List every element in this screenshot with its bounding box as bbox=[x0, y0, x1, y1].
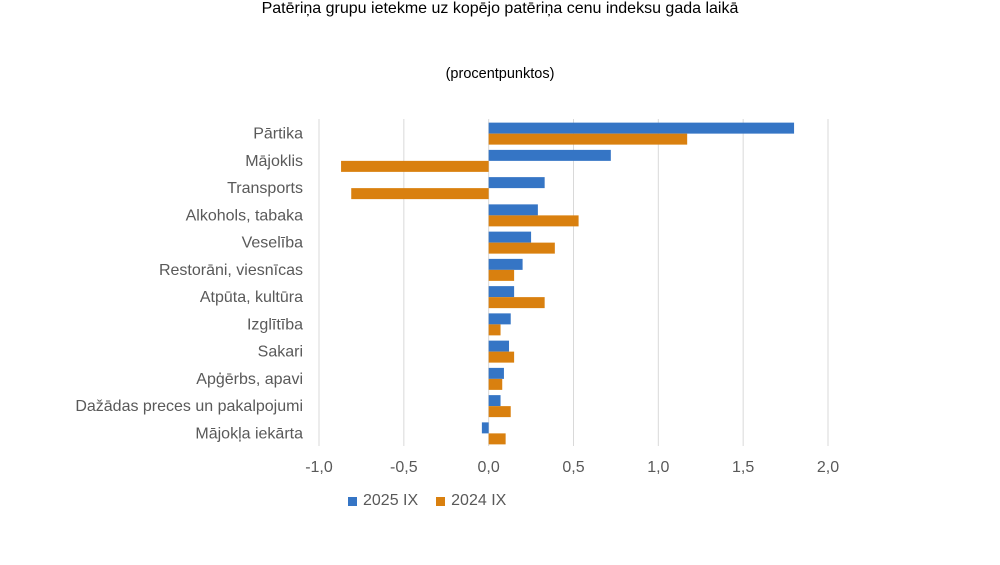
category-label: Transports bbox=[227, 180, 303, 197]
bar bbox=[341, 160, 489, 172]
category-label: Dažādas preces un pakalpojumi bbox=[75, 398, 303, 415]
bar bbox=[481, 422, 489, 434]
bar bbox=[488, 395, 501, 407]
category-label: Mājokļa iekārta bbox=[195, 425, 303, 442]
x-tick-label: 0,5 bbox=[562, 459, 584, 476]
legend: 2025 IX 2024 IX bbox=[348, 492, 524, 510]
chart-subtitle: (procentpunktos) bbox=[445, 66, 555, 82]
x-tick-label: 2,0 bbox=[817, 459, 839, 476]
category-label: Veselība bbox=[242, 235, 303, 252]
category-label: Izglītība bbox=[247, 316, 303, 333]
category-label: Mājoklis bbox=[245, 153, 303, 170]
bar bbox=[488, 231, 532, 243]
bar bbox=[488, 269, 515, 281]
chart-title: Patēriņa grupu ietekme uz kopējo patēriņ… bbox=[261, 0, 739, 17]
bar bbox=[488, 367, 504, 379]
bar bbox=[488, 297, 545, 309]
bar bbox=[488, 286, 515, 298]
x-tick-label: 1,5 bbox=[732, 459, 754, 476]
x-tick-label: -0,5 bbox=[390, 459, 418, 476]
bar bbox=[488, 433, 506, 445]
x-tick-label: 1,0 bbox=[647, 459, 669, 476]
legend-swatch-2024 bbox=[436, 496, 446, 506]
x-tick-label: -1,0 bbox=[305, 459, 333, 476]
category-label: Pārtika bbox=[253, 126, 303, 143]
bar bbox=[351, 188, 489, 200]
bar bbox=[488, 122, 795, 134]
bar bbox=[488, 133, 688, 145]
bar bbox=[488, 215, 579, 227]
bar bbox=[488, 313, 511, 325]
x-tick-label: 0,0 bbox=[478, 459, 500, 476]
bar bbox=[488, 242, 555, 254]
legend-swatch-2025 bbox=[348, 496, 357, 506]
bar bbox=[488, 177, 545, 189]
legend-item-2025: 2025 IX bbox=[348, 492, 418, 510]
category-label: Apģērbs, apavi bbox=[196, 370, 303, 388]
category-label: Atpūta, kultūra bbox=[200, 289, 303, 306]
bar bbox=[488, 351, 515, 363]
legend-item-2024: 2024 IX bbox=[436, 492, 506, 510]
bar bbox=[488, 204, 538, 216]
legend-label-2025: 2025 IX bbox=[363, 492, 419, 509]
category-label: Sakari bbox=[258, 344, 303, 361]
bar bbox=[488, 340, 510, 352]
legend-label-2024: 2024 IX bbox=[451, 492, 507, 509]
bar bbox=[488, 406, 511, 418]
category-label: Alkohols, tabaka bbox=[186, 207, 304, 224]
bar bbox=[488, 258, 523, 270]
bar bbox=[488, 149, 611, 161]
bar bbox=[488, 324, 501, 336]
bar bbox=[488, 378, 503, 390]
category-label: Restorāni, viesnīcas bbox=[159, 262, 303, 279]
